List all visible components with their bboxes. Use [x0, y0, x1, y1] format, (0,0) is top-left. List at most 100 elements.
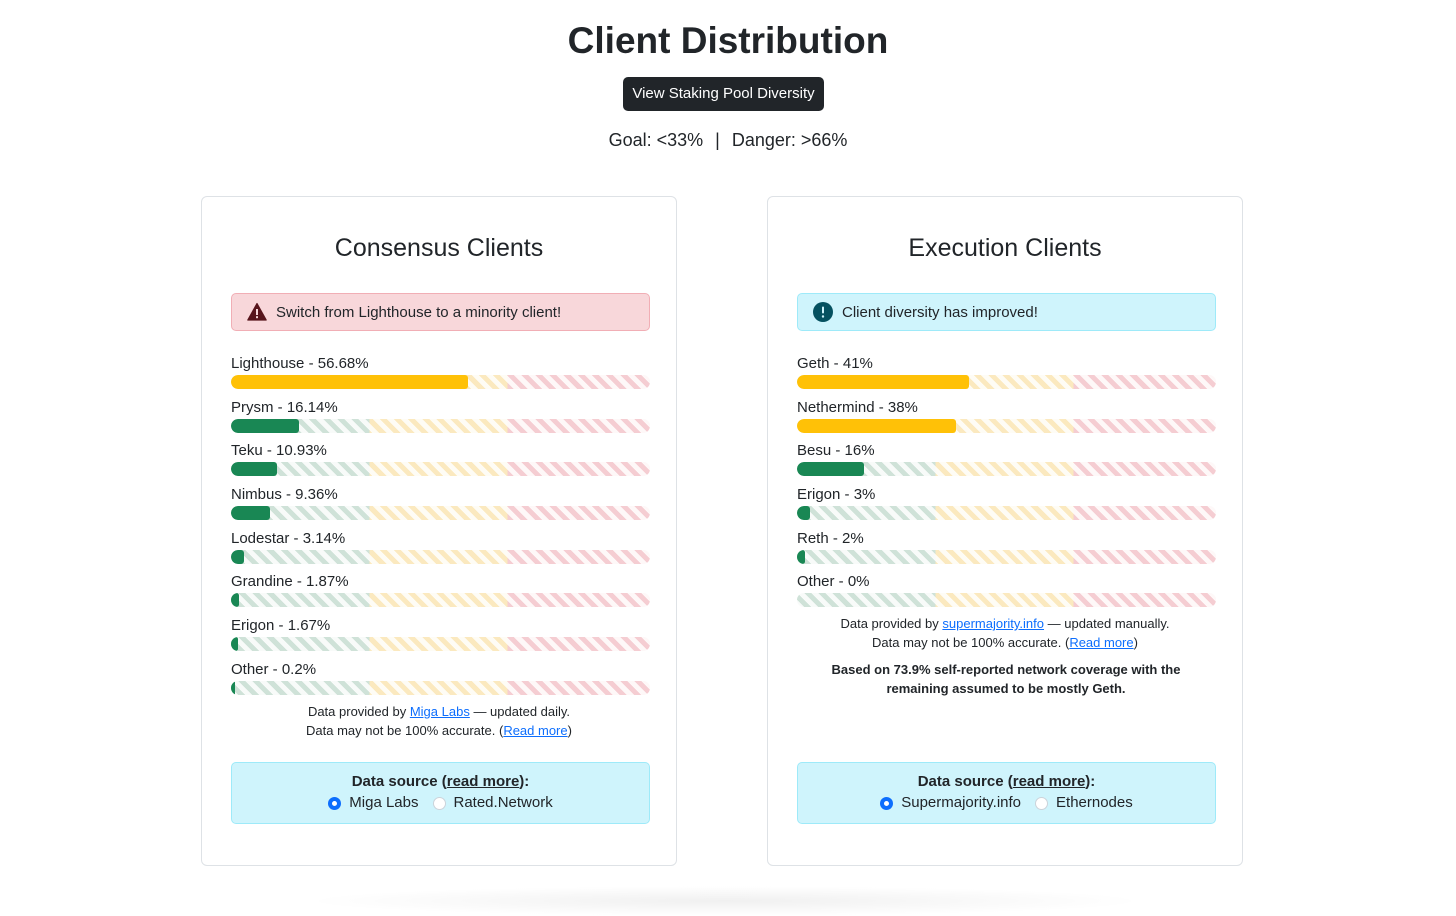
footnote-suffix: — updated daily. — [469, 704, 571, 719]
accuracy-prefix: Data may not be 100% accurate. ( — [872, 635, 1070, 650]
radio-option-rated-network[interactable]: Rated.Network — [432, 793, 553, 813]
client-label: Nimbus - 9.36% — [231, 486, 338, 504]
client-label: Erigon - 1.67% — [231, 617, 331, 635]
client-progress-bar — [797, 418, 1216, 433]
data-source-radio-group: Miga Labs Rated.Network — [232, 793, 649, 813]
coverage-note: Based on 73.9% self-reported network cov… — [831, 662, 1181, 696]
consensus-data-source-box: Data source (read more): Miga Labs Rated… — [231, 762, 650, 824]
execution-alert-text: Client diversity has improved! — [842, 303, 1038, 321]
client-label: Grandine - 1.87% — [231, 573, 349, 591]
execution-alert: Client diversity has improved! — [797, 293, 1216, 331]
client-row: Nethermind - 38% — [797, 398, 1216, 442]
supermajority-link[interactable]: supermajority.info — [942, 616, 1045, 631]
view-staking-pool-diversity-button[interactable]: View Staking Pool Diversity — [623, 77, 824, 111]
radio-label[interactable]: Supermajority.info — [901, 794, 1022, 811]
radio-button[interactable] — [1035, 796, 1049, 810]
client-label: Teku - 10.93% — [231, 442, 327, 460]
client-progress-fill — [797, 375, 969, 389]
source-title-prefix: Data source ( — [917, 773, 1013, 790]
warning-triangle-icon — [247, 302, 267, 322]
client-row: Lighthouse - 56.68% — [231, 354, 650, 398]
client-label: Lighthouse - 56.68% — [231, 355, 369, 372]
consensus-alert-text: Switch from Lighthouse to a minority cli… — [276, 303, 562, 321]
radio-option-supermajority[interactable]: Supermajority.info — [880, 793, 1021, 813]
consensus-footnote: Data provided by Miga Labs — updated dai… — [202, 702, 676, 740]
client-progress-fill — [797, 549, 806, 564]
client-label: Reth - 2% — [797, 529, 864, 547]
client-label: Lodestar - 3.14% — [231, 529, 346, 547]
client-progress-fill — [231, 506, 271, 521]
client-progress-bar — [797, 549, 1216, 564]
radio-label[interactable]: Rated.Network — [453, 794, 553, 811]
client-progress-fill — [231, 637, 238, 652]
consensus-card-title: Consensus Clients — [334, 234, 544, 262]
radio-button[interactable] — [328, 796, 342, 810]
exclamation-circle-icon — [813, 302, 833, 322]
client-row: Reth - 2% — [797, 529, 1216, 573]
client-label: Prysm - 16.14% — [231, 398, 338, 416]
page-bottom-shadow — [300, 886, 1150, 916]
data-source-read-more-link[interactable]: read more — [1012, 773, 1086, 790]
client-progress-bar — [231, 375, 650, 389]
miga-labs-link[interactable]: Miga Labs — [409, 704, 470, 719]
goal-text: Goal: <33% — [608, 130, 704, 150]
source-title-suffix: ): — [1085, 773, 1096, 790]
client-row: Erigon - 3% — [797, 485, 1216, 529]
read-more-link[interactable]: Read more — [1069, 635, 1134, 650]
client-row: Lodestar - 3.14% — [231, 529, 650, 573]
danger-text: Danger: >66% — [731, 130, 848, 150]
radio-option-miga-labs[interactable]: Miga Labs — [328, 793, 419, 813]
execution-footnote: Data provided by supermajority.info — up… — [768, 614, 1242, 652]
client-progress-bar — [797, 462, 1216, 477]
client-progress-bar — [231, 680, 650, 695]
execution-clients-card: Execution Clients Client diversity has i… — [767, 196, 1243, 866]
radio-option-ethernodes[interactable]: Ethernodes — [1035, 793, 1133, 813]
read-more-link[interactable]: Read more — [503, 723, 568, 738]
radio-label[interactable]: Ethernodes — [1056, 794, 1133, 811]
source-title-suffix: ): — [519, 773, 530, 790]
client-label: Besu - 16% — [797, 442, 875, 460]
client-label: Geth - 41% — [797, 355, 873, 372]
client-progress-bar — [797, 506, 1216, 521]
client-progress-bar — [231, 506, 650, 521]
client-progress-fill — [797, 418, 957, 433]
footnote-suffix: — updated manually. — [1044, 616, 1170, 631]
client-progress-bar — [231, 549, 650, 564]
client-progress-fill — [231, 418, 299, 433]
radio-button[interactable] — [432, 796, 446, 810]
client-row: Other - 0% — [797, 572, 1216, 616]
execution-client-list: Geth - 41% Nethermind - 38% Besu - 16% E… — [797, 354, 1216, 616]
data-source-read-more-link[interactable]: read more — [446, 773, 520, 790]
execution-card-title: Execution Clients — [908, 234, 1102, 262]
accuracy-suffix: ) — [1133, 635, 1138, 650]
goal-danger-line: Goal: <33% | Danger: >66% — [0, 128, 1456, 152]
client-progress-bar — [797, 593, 1216, 608]
client-progress-fill — [231, 549, 245, 564]
client-progress-fill — [231, 375, 469, 389]
client-progress-fill — [797, 506, 810, 521]
client-row: Geth - 41% — [797, 354, 1216, 398]
client-row: Besu - 16% — [797, 441, 1216, 485]
client-progress-bar — [231, 418, 650, 433]
client-progress-fill — [231, 680, 236, 695]
client-progress-bar — [231, 462, 650, 477]
radio-button[interactable] — [880, 796, 894, 810]
data-source-title: Data source (read more): — [232, 772, 649, 792]
client-progress-bar — [231, 593, 650, 608]
client-row: Grandine - 1.87% — [231, 572, 650, 616]
client-label: Erigon - 3% — [797, 486, 876, 504]
client-label: Other - 0% — [797, 573, 870, 591]
client-row: Teku - 10.93% — [231, 441, 650, 485]
radio-label[interactable]: Miga Labs — [349, 794, 419, 811]
consensus-alert: Switch from Lighthouse to a minority cli… — [231, 293, 650, 331]
consensus-clients-card: Consensus Clients Switch from Lighthouse… — [201, 196, 677, 866]
client-label: Other - 0.2% — [231, 660, 317, 678]
client-progress-bar — [797, 375, 1216, 389]
data-source-title: Data source (read more): — [798, 772, 1215, 792]
accuracy-prefix: Data may not be 100% accurate. ( — [306, 723, 504, 738]
footnote-prefix: Data provided by — [840, 616, 943, 631]
consensus-client-list: Lighthouse - 56.68% Prysm - 16.14% Teku … — [231, 354, 650, 704]
source-title-prefix: Data source ( — [351, 773, 447, 790]
client-row: Other - 0.2% — [231, 660, 650, 704]
client-row: Erigon - 1.67% — [231, 616, 650, 660]
